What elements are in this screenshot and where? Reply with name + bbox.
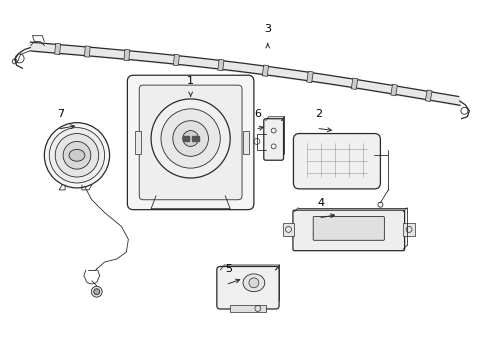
Circle shape xyxy=(151,99,230,178)
Circle shape xyxy=(44,123,109,188)
Text: 7: 7 xyxy=(57,109,63,119)
Bar xyxy=(282,222,294,237)
Text: 6: 6 xyxy=(254,109,261,119)
FancyBboxPatch shape xyxy=(216,266,279,309)
Circle shape xyxy=(172,121,208,156)
Circle shape xyxy=(161,109,220,168)
Bar xyxy=(425,90,431,102)
Bar xyxy=(135,131,141,154)
Circle shape xyxy=(94,289,100,294)
Circle shape xyxy=(49,127,104,183)
FancyBboxPatch shape xyxy=(263,119,283,160)
Bar xyxy=(173,54,179,66)
Polygon shape xyxy=(192,136,198,141)
Bar xyxy=(390,84,397,96)
FancyBboxPatch shape xyxy=(293,134,380,189)
Circle shape xyxy=(91,286,102,297)
Text: 5: 5 xyxy=(224,264,231,274)
Text: 2: 2 xyxy=(315,109,322,119)
Bar xyxy=(402,222,414,237)
Bar xyxy=(230,305,265,312)
Circle shape xyxy=(63,141,91,169)
Ellipse shape xyxy=(69,149,85,161)
Circle shape xyxy=(55,134,99,177)
Ellipse shape xyxy=(243,274,264,292)
Bar xyxy=(306,71,313,83)
Ellipse shape xyxy=(248,278,258,288)
Circle shape xyxy=(183,131,198,147)
Bar xyxy=(217,59,224,71)
Bar xyxy=(123,49,130,61)
Text: 1: 1 xyxy=(187,76,194,86)
FancyBboxPatch shape xyxy=(139,85,242,200)
Bar xyxy=(350,78,357,90)
Bar xyxy=(243,131,248,154)
Bar xyxy=(262,65,268,76)
Text: 3: 3 xyxy=(264,24,271,34)
Polygon shape xyxy=(183,136,189,141)
Bar xyxy=(84,46,90,57)
Text: 4: 4 xyxy=(317,198,324,208)
FancyBboxPatch shape xyxy=(292,210,404,251)
FancyBboxPatch shape xyxy=(312,217,384,240)
Bar xyxy=(55,43,61,55)
FancyBboxPatch shape xyxy=(127,75,253,210)
